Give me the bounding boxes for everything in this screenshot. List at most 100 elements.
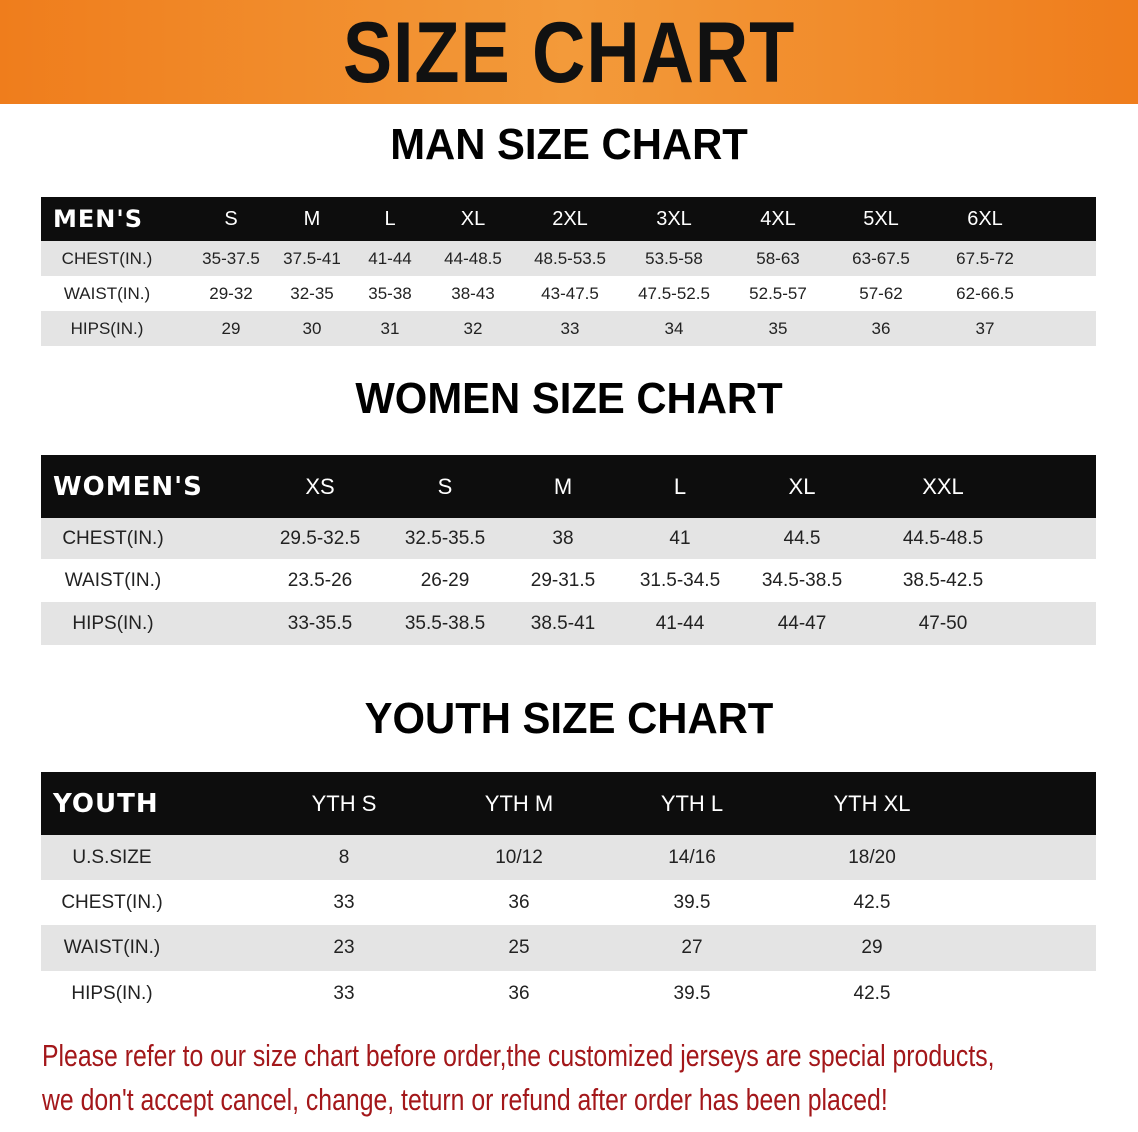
- youth-table-row: U.S.SIZE 8 10/12 14/16 18/20: [41, 835, 1096, 880]
- table-title-cell: WOMEN'S: [53, 471, 203, 502]
- size-header-cell: 4XL: [760, 207, 796, 230]
- table-cell: 33-35.5: [287, 612, 353, 634]
- women-table-row: HIPS(IN.) 33-35.5 35.5-38.5 38.5-41 41-44 44-…: [41, 602, 1096, 645]
- measurement-label: CHEST(IN.): [61, 891, 163, 913]
- table-cell: 36: [871, 318, 891, 338]
- table-cell: 32-35: [290, 283, 334, 303]
- size-header-cell: 3XL: [656, 207, 692, 230]
- table-cell: 18/20: [848, 846, 896, 868]
- size-header-cell: XXL: [922, 473, 964, 499]
- table-cell: 34: [664, 318, 684, 338]
- women-header-row: WOMEN'S XS S M L XL XXL: [41, 455, 1096, 518]
- youth-table-row: HIPS(IN.) 33 36 39.5 42.5: [41, 971, 1096, 1016]
- table-cell: 67.5-72: [956, 248, 1014, 268]
- size-header-cell: S: [437, 473, 453, 499]
- women-table-row: WAIST(IN.) 23.5-26 26-29 29-31.5 31.5-34.5 34…: [41, 559, 1096, 602]
- size-header-cell: M: [303, 207, 321, 230]
- table-cell: 31.5-34.5: [639, 569, 721, 591]
- table-cell: 47-50: [918, 612, 968, 634]
- table-cell: 44-47: [777, 612, 827, 634]
- table-cell: 38.5-41: [530, 612, 596, 634]
- measurement-label: CHEST(IN.): [61, 248, 153, 268]
- table-cell: 26-29: [420, 569, 470, 591]
- table-cell: 35-38: [368, 283, 412, 303]
- table-cell: 23.5-26: [287, 569, 353, 591]
- table-cell: 42.5: [853, 982, 891, 1004]
- table-cell: 38-43: [451, 283, 495, 303]
- size-header-cell: L: [673, 473, 687, 499]
- size-header-cell: L: [384, 207, 396, 230]
- men-section-title: MAN SIZE CHART: [390, 120, 748, 169]
- men-table-row: WAIST(IN.) 29-32 32-35 35-38 38-43 43-47.5 47.…: [41, 276, 1096, 311]
- table-cell: 43-47.5: [541, 283, 599, 303]
- size-header-cell: YTH S: [311, 790, 377, 816]
- youth-table-row: WAIST(IN.) 23 25 27 29: [41, 925, 1096, 971]
- size-header-cell: S: [224, 207, 238, 230]
- table-cell: 53.5-58: [645, 248, 703, 268]
- notice-line-1: Please refer to our size chart before or…: [42, 1038, 995, 1073]
- size-header-cell: 6XL: [967, 207, 1003, 230]
- table-cell: 33: [560, 318, 580, 338]
- size-header-cell: XS: [305, 473, 335, 499]
- measurement-label: WAIST(IN.): [63, 283, 151, 303]
- size-header-cell: 5XL: [863, 207, 899, 230]
- table-cell: 44.5-48.5: [902, 527, 984, 549]
- youth-header-row: YOUTH YTH S YTH M YTH L YTH XL: [41, 772, 1096, 835]
- table-cell: 42.5: [853, 891, 891, 913]
- women-table-row: CHEST(IN.) 29.5-32.5 32.5-35.5 38 41 44.5 44.5…: [41, 518, 1096, 559]
- table-cell: 34.5-38.5: [761, 569, 843, 591]
- youth-table-row: CHEST(IN.) 33 36 39.5 42.5: [41, 880, 1096, 925]
- size-header-cell: YTH L: [660, 790, 724, 816]
- size-header-cell: M: [553, 473, 573, 499]
- measurement-label: WAIST(IN.): [64, 569, 162, 591]
- table-cell: 25: [508, 937, 530, 958]
- men-header-row: MEN'S S M L XL 2XL 3XL 4XL 5XL 6XL: [41, 197, 1096, 241]
- table-cell: 63-67.5: [852, 248, 910, 268]
- measurement-label: HIPS(IN.): [72, 612, 154, 634]
- table-cell: 33: [333, 982, 355, 1004]
- table-cell: 29-32: [209, 283, 253, 303]
- table-cell: 31: [380, 318, 400, 338]
- table-cell: 41-44: [368, 248, 412, 268]
- table-cell: 38: [552, 527, 574, 549]
- table-cell: 58-63: [756, 248, 800, 268]
- table-cell: 32: [463, 318, 483, 338]
- table-cell: 35: [768, 318, 788, 338]
- table-cell: 36: [508, 891, 530, 913]
- measurement-label: HIPS(IN.): [70, 318, 144, 338]
- table-cell: 14/16: [668, 846, 716, 868]
- banner: SIZE CHART: [0, 0, 1138, 104]
- table-cell: 32.5-35.5: [404, 527, 486, 549]
- men-table-row: HIPS(IN.) 29 30 31 32 33 34 35 36 37: [41, 311, 1096, 346]
- table-cell: 47.5-52.5: [638, 283, 710, 303]
- table-cell: 52.5-57: [749, 283, 807, 303]
- size-header-cell: 2XL: [552, 207, 588, 230]
- table-cell: 62-66.5: [956, 283, 1014, 303]
- table-cell: 39.5: [673, 891, 711, 913]
- men-table-row: CHEST(IN.) 35-37.5 37.5-41 41-44 44-48.5 48.5…: [41, 241, 1096, 276]
- table-cell: 23: [333, 937, 355, 958]
- measurement-label: HIPS(IN.): [71, 982, 153, 1004]
- table-cell: 33: [333, 891, 355, 913]
- table-cell: 44-48.5: [444, 248, 502, 268]
- table-cell: 27: [681, 937, 703, 958]
- table-title-cell: YOUTH: [53, 788, 159, 819]
- table-cell: 37.5-41: [283, 248, 341, 268]
- measurement-label: CHEST(IN.): [62, 527, 164, 549]
- table-cell: 57-62: [859, 283, 903, 303]
- table-cell: 38.5-42.5: [902, 569, 984, 591]
- women-section-title: WOMEN SIZE CHART: [355, 374, 783, 423]
- table-cell: 41-44: [655, 612, 705, 634]
- table-cell: 29.5-32.5: [279, 527, 361, 549]
- table-cell: 37: [975, 318, 995, 338]
- table-cell: 8: [338, 846, 350, 868]
- table-cell: 35.5-38.5: [404, 612, 486, 634]
- notice-line-2: we don't accept cancel, change, teturn o…: [42, 1082, 888, 1117]
- table-cell: 44.5: [783, 527, 821, 549]
- table-cell: 30: [302, 318, 322, 338]
- banner-title: SIZE CHART: [342, 5, 796, 101]
- size-header-cell: XL: [788, 473, 816, 499]
- size-header-cell: YTH XL: [833, 790, 911, 816]
- table-title-cell: MEN'S: [53, 205, 143, 233]
- measurement-label: U.S.SIZE: [72, 846, 152, 868]
